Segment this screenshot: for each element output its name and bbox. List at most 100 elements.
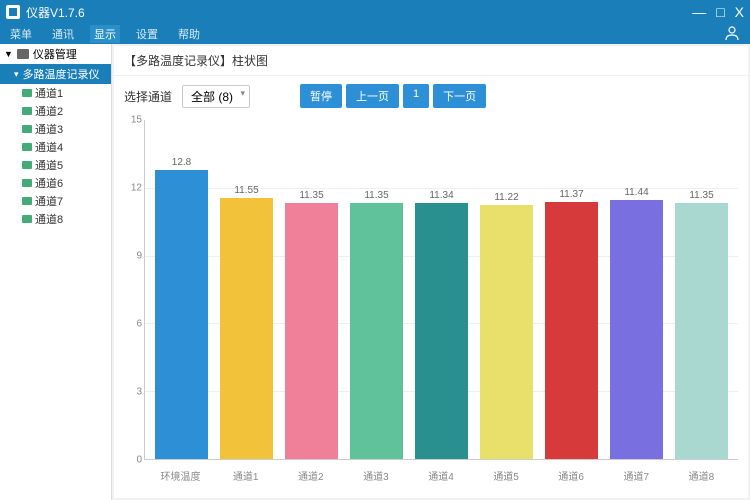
channel-select[interactable]: 全部 (8)	[182, 85, 250, 108]
bar-value-label: 11.35	[299, 190, 323, 201]
channel-color-icon	[22, 125, 32, 133]
bar-value-label: 11.37	[559, 189, 583, 200]
bar-rect	[285, 203, 338, 460]
x-tick-label: 环境温度	[148, 464, 213, 488]
bar: 11.35	[669, 120, 734, 459]
x-tick-label: 通道5	[474, 464, 539, 488]
bar-rect	[480, 205, 533, 459]
x-tick-label: 通道7	[604, 464, 669, 488]
y-tick-label: 3	[136, 387, 142, 398]
channel-label: 通道7	[35, 193, 63, 209]
menu-item-3[interactable]: 设置	[132, 25, 162, 43]
bar-rect	[675, 203, 728, 460]
channel-color-icon	[22, 143, 32, 151]
channel-item[interactable]: 通道6	[22, 174, 111, 192]
channel-label: 通道4	[35, 139, 63, 155]
tree-root-label: 仪器管理	[33, 46, 77, 62]
channel-item[interactable]: 通道1	[22, 84, 111, 102]
channel-item[interactable]: 通道8	[22, 210, 111, 228]
pager-button-2[interactable]: 1	[403, 84, 429, 108]
bar-value-label: 11.34	[429, 190, 453, 201]
controls-bar: 选择通道 全部 (8) 暂停上一页1下一页	[114, 76, 748, 116]
channel-color-icon	[22, 107, 32, 115]
channel-color-icon	[22, 179, 32, 187]
y-tick-label: 6	[136, 319, 142, 330]
channel-item[interactable]: 通道4	[22, 138, 111, 156]
bar-value-label: 12.8	[172, 157, 191, 168]
window-maximize-button[interactable]: □	[716, 4, 724, 20]
bar-rect	[415, 203, 468, 459]
bar: 11.35	[344, 120, 409, 459]
channel-label: 通道5	[35, 157, 63, 173]
pager-button-0[interactable]: 暂停	[300, 84, 342, 108]
bar-rect	[545, 202, 598, 459]
channel-color-icon	[22, 215, 32, 223]
bar-rect	[155, 170, 208, 459]
channel-color-icon	[22, 161, 32, 169]
panel-title: 【多路温度记录仪】柱状图	[114, 46, 748, 76]
y-tick-label: 9	[136, 251, 142, 262]
y-tick-label: 15	[131, 115, 142, 126]
channel-item[interactable]: 通道3	[22, 120, 111, 138]
window-titlebar: 仪器V1.7.6 — □ X	[0, 0, 750, 24]
tree-device-label: 多路温度记录仪	[23, 66, 100, 82]
menu-item-1[interactable]: 通讯	[48, 25, 78, 43]
bar: 11.35	[279, 120, 344, 459]
channel-label: 通道1	[35, 85, 63, 101]
bar: 11.44	[604, 120, 669, 459]
bar: 11.34	[409, 120, 474, 459]
pager-button-3[interactable]: 下一页	[433, 84, 486, 108]
channel-label: 通道6	[35, 175, 63, 191]
channel-item[interactable]: 通道5	[22, 156, 111, 174]
channel-label: 通道2	[35, 103, 63, 119]
x-tick-label: 通道4	[408, 464, 473, 488]
bar-chart: 03691215 12.811.5511.3511.3511.3411.2211…	[144, 120, 738, 488]
channel-color-icon	[22, 197, 32, 205]
collapse-icon: ▼	[4, 49, 13, 59]
tree-root[interactable]: ▼ 仪器管理	[0, 44, 111, 64]
bar-rect	[350, 203, 403, 460]
pager-button-1[interactable]: 上一页	[346, 84, 399, 108]
sidebar: ▼ 仪器管理 ▾ 多路温度记录仪 通道1通道2通道3通道4通道5通道6通道7通道…	[0, 44, 112, 500]
x-tick-label: 通道8	[669, 464, 734, 488]
y-tick-label: 12	[131, 183, 142, 194]
bar-value-label: 11.35	[364, 190, 388, 201]
menubar: 菜单通讯显示设置帮助	[0, 24, 750, 44]
channel-label: 通道8	[35, 211, 63, 227]
bar: 11.37	[539, 120, 604, 459]
channel-list: 通道1 通道2 通道3 通道4 通道5 通道6 通道7 通道8	[0, 84, 111, 228]
channel-label: 通道3	[35, 121, 63, 137]
plot-area: 12.8 11.55 11.35 11.35 11.34 11.22 11.37 11.44 1…	[144, 120, 738, 460]
window-close-button[interactable]: X	[735, 4, 744, 20]
menu-item-4[interactable]: 帮助	[174, 25, 204, 43]
bar-rect	[610, 200, 663, 459]
menu-item-0[interactable]: 菜单	[6, 25, 36, 43]
y-tick-label: 0	[136, 455, 142, 466]
folder-icon	[17, 49, 29, 59]
bar-value-label: 11.22	[494, 192, 518, 203]
bar: 11.55	[214, 120, 279, 459]
main-panel: 【多路温度记录仪】柱状图 选择通道 全部 (8) 暂停上一页1下一页 03691…	[114, 46, 748, 498]
tree-device[interactable]: ▾ 多路温度记录仪	[0, 64, 111, 84]
y-axis: 03691215	[118, 120, 142, 460]
channel-item[interactable]: 通道7	[22, 192, 111, 210]
bar-value-label: 11.35	[689, 190, 713, 201]
bar-value-label: 11.55	[234, 185, 258, 196]
collapse-icon: ▾	[14, 69, 19, 80]
window-title: 仪器V1.7.6	[26, 4, 692, 21]
workspace: ▼ 仪器管理 ▾ 多路温度记录仪 通道1通道2通道3通道4通道5通道6通道7通道…	[0, 44, 750, 500]
bar-value-label: 11.44	[624, 187, 648, 198]
window-minimize-button[interactable]: —	[692, 4, 706, 20]
x-tick-label: 通道6	[539, 464, 604, 488]
x-axis: 环境温度通道1通道2通道3通道4通道5通道6通道7通道8	[144, 464, 738, 488]
bar: 12.8	[149, 120, 214, 459]
bar: 11.22	[474, 120, 539, 459]
x-tick-label: 通道2	[278, 464, 343, 488]
menu-item-2[interactable]: 显示	[90, 25, 120, 43]
app-icon	[6, 5, 20, 19]
x-tick-label: 通道3	[343, 464, 408, 488]
bar-rect	[220, 198, 273, 459]
select-channel-label: 选择通道	[124, 88, 172, 105]
user-icon[interactable]	[724, 25, 740, 41]
channel-item[interactable]: 通道2	[22, 102, 111, 120]
